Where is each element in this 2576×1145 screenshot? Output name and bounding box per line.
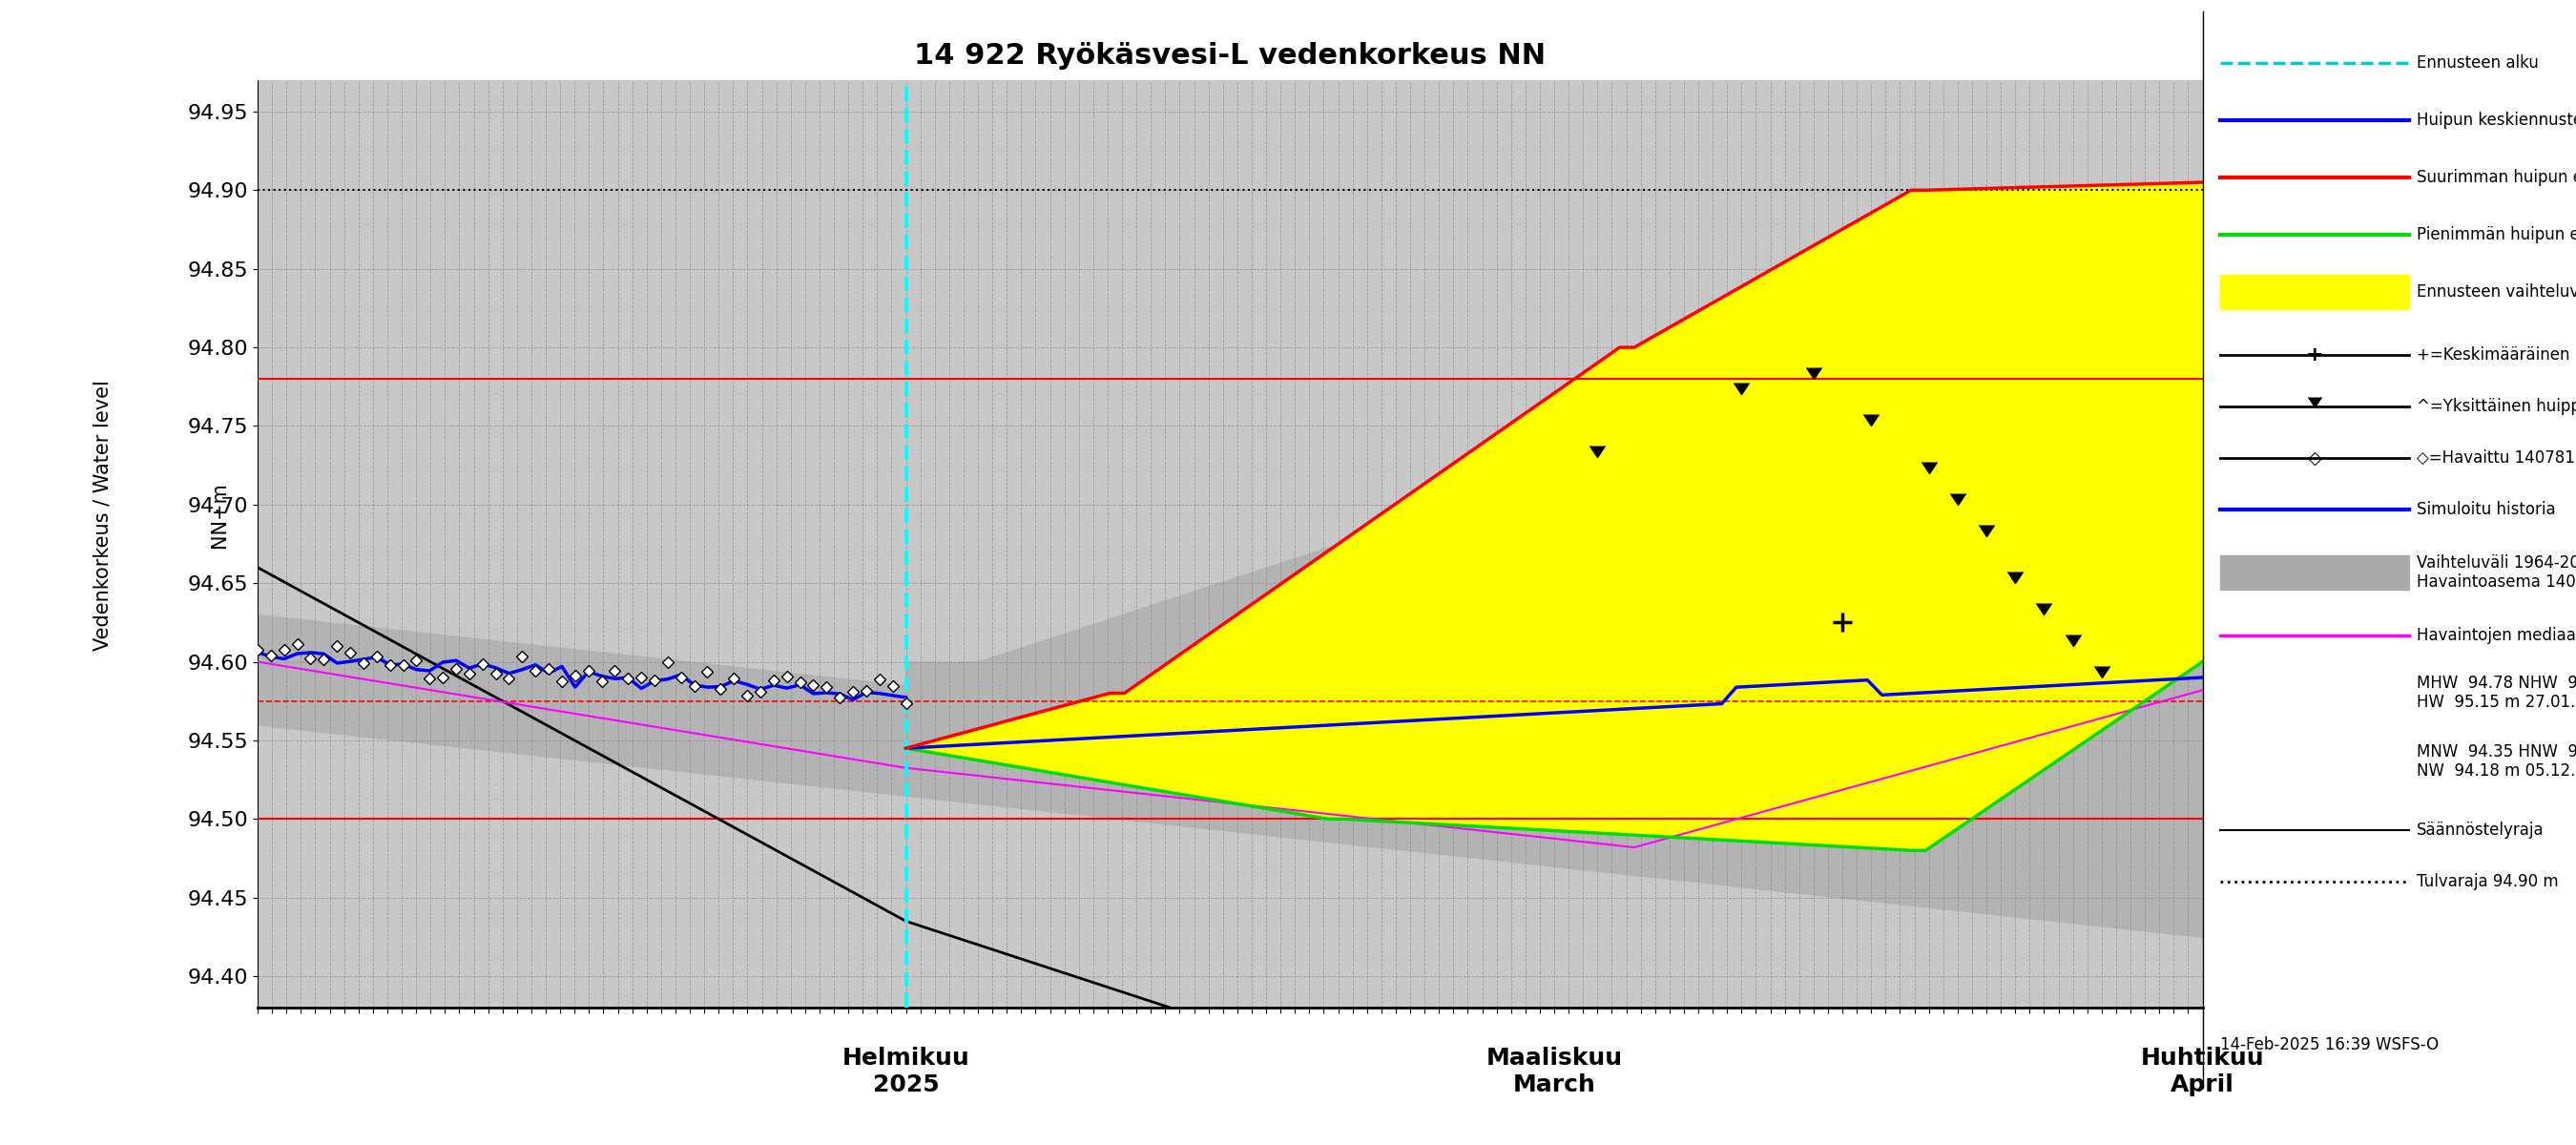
Text: Tulvaraja 94.90 m: Tulvaraja 94.90 m bbox=[2416, 872, 2558, 891]
Text: Helmikuu
2025: Helmikuu 2025 bbox=[842, 1047, 969, 1096]
Text: ^=Yksittäinen huippu: ^=Yksittäinen huippu bbox=[2416, 397, 2576, 414]
Text: Huipun keskiennuste: Huipun keskiennuste bbox=[2416, 111, 2576, 128]
Text: ◇=Havaittu 1407810: ◇=Havaittu 1407810 bbox=[2416, 449, 2576, 467]
Text: Säännöstelyraja: Säännöstelyraja bbox=[2416, 822, 2543, 838]
Text: NN+m: NN+m bbox=[209, 482, 229, 548]
Text: Maaliskuu
March: Maaliskuu March bbox=[1486, 1047, 1623, 1096]
Text: MNW  94.35 HNW  94.58
NW  94.18 m 05.12.1964: MNW 94.35 HNW 94.58 NW 94.18 m 05.12.196… bbox=[2416, 743, 2576, 780]
Text: 14-Feb-2025 16:39 WSFS-O: 14-Feb-2025 16:39 WSFS-O bbox=[2221, 1036, 2439, 1053]
Text: +: + bbox=[2306, 346, 2324, 364]
Text: Vedenkorkeus / Water level: Vedenkorkeus / Water level bbox=[93, 380, 113, 650]
Text: Vaihteluväli 1964-2023
Havaintoasema 1407810: Vaihteluväli 1964-2023 Havaintoasema 140… bbox=[2416, 554, 2576, 591]
Text: +=Keskimääräinen huippu: +=Keskimääräinen huippu bbox=[2416, 347, 2576, 364]
Text: ◇: ◇ bbox=[2308, 449, 2321, 467]
Title: 14 922 Ryökäsvesi-L vedenkorkeus NN: 14 922 Ryökäsvesi-L vedenkorkeus NN bbox=[914, 42, 1546, 70]
Text: Simuloitu historia: Simuloitu historia bbox=[2416, 500, 2555, 518]
Text: MHW  94.78 NHW  94.50
HW  95.15 m 27.01.1975: MHW 94.78 NHW 94.50 HW 95.15 m 27.01.197… bbox=[2416, 674, 2576, 711]
Text: Suurimman huipun ennuste: Suurimman huipun ennuste bbox=[2416, 168, 2576, 185]
Text: Ennusteen vaihteluväli: Ennusteen vaihteluväli bbox=[2416, 283, 2576, 300]
Text: Ennusteen alku: Ennusteen alku bbox=[2416, 54, 2537, 71]
Text: Pienimmän huipun ennuste: Pienimmän huipun ennuste bbox=[2416, 226, 2576, 243]
Text: Huhtikuu
April: Huhtikuu April bbox=[2141, 1047, 2264, 1096]
Text: Havaintojen mediaani: Havaintojen mediaani bbox=[2416, 627, 2576, 643]
